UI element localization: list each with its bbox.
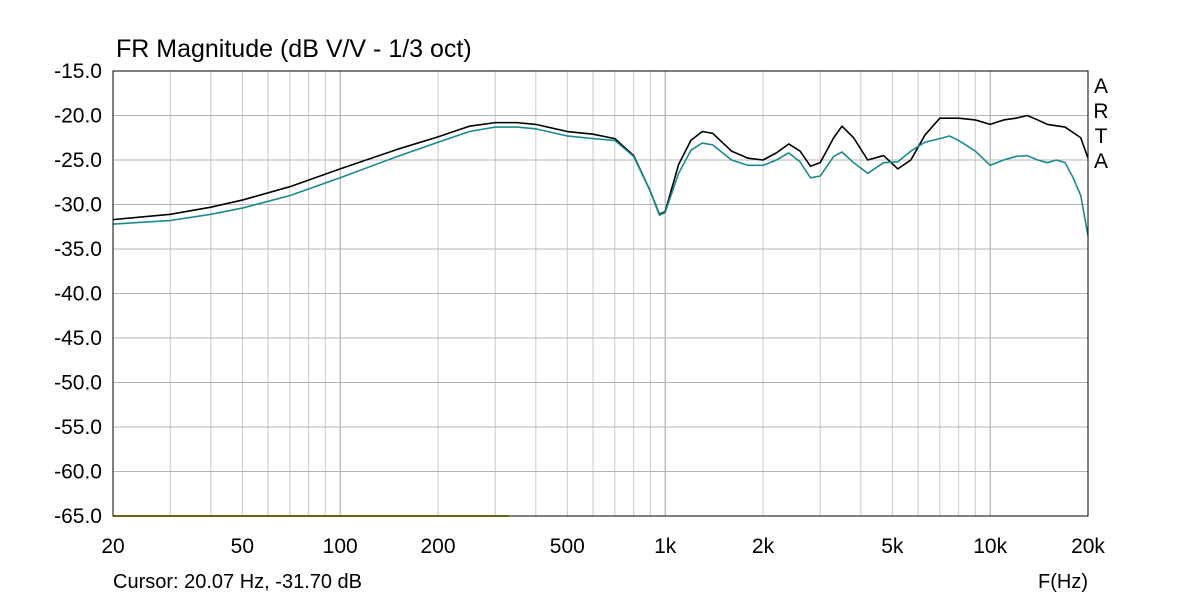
arta-letter: A <box>1094 75 1108 98</box>
x-tick-label: 20 <box>101 535 124 558</box>
x-tick-label: 10k <box>973 535 1007 558</box>
x-tick-label: 100 <box>323 535 358 558</box>
arta-letter: A <box>1094 150 1108 173</box>
x-tick-label: 2k <box>752 535 775 558</box>
plot-series <box>112 114 1089 517</box>
arta-letter: T <box>1095 125 1108 148</box>
grid <box>113 71 1088 516</box>
y-tick-label: -45.0 <box>54 327 102 350</box>
x-tick-label: 500 <box>550 535 585 558</box>
y-tick-label: -60.0 <box>54 461 102 484</box>
x-tick-label: 200 <box>420 535 455 558</box>
x-tick-label: 20k <box>1071 535 1105 558</box>
plot-frame <box>112 70 1089 517</box>
y-tick-label: -50.0 <box>54 372 102 395</box>
y-tick-label: -25.0 <box>54 149 102 172</box>
arta-letter: R <box>1093 100 1108 123</box>
y-tick-label: -20.0 <box>54 105 102 128</box>
x-axis-ticks: 20 50 100 200 500 1k 2k 5k 10k 20k <box>101 535 1105 558</box>
y-axis-ticks: -15.0 -20.0 -25.0 -30.0 -35.0 -40.0 -45.0 -50.0… <box>54 60 102 528</box>
series-line-1 <box>112 114 1089 221</box>
y-tick-label: -30.0 <box>54 194 102 217</box>
x-axis-label: F(Hz) <box>1038 571 1088 593</box>
y-tick-label: -35.0 <box>54 238 102 261</box>
x-tick-label: 1k <box>654 535 677 558</box>
y-tick-label: -55.0 <box>54 416 102 439</box>
chart-title: FR Magnitude (dB V/V - 1/3 oct) <box>116 35 472 63</box>
y-tick-label: -40.0 <box>54 283 102 306</box>
y-tick-label: -15.0 <box>54 60 102 83</box>
series-line-2 <box>112 126 1089 236</box>
y-tick-label: -65.0 <box>54 505 102 528</box>
x-tick-label: 5k <box>881 535 904 558</box>
x-tick-label: 50 <box>231 535 254 558</box>
cursor-readout: Cursor: 20.07 Hz, -31.70 dB <box>113 571 362 593</box>
